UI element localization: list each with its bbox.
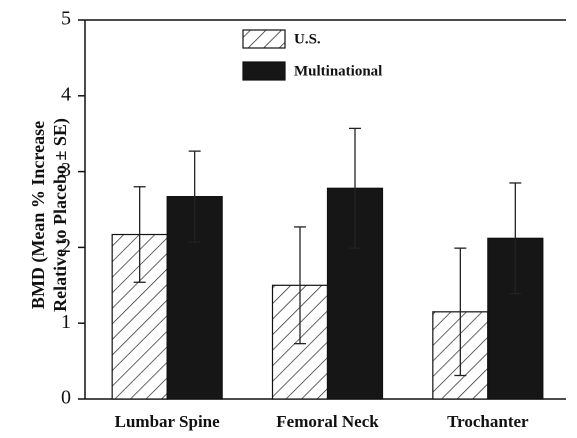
y-tick-label: 1 — [61, 311, 71, 333]
legend-swatch — [242, 61, 286, 81]
legend-label: U.S. — [294, 31, 321, 47]
y-tick-label: 3 — [61, 159, 71, 181]
y-axis-label: Relative to Placebo ± SE) — [50, 118, 71, 312]
y-tick-label: 4 — [61, 83, 71, 105]
legend-label: Multinational — [294, 63, 382, 79]
legend-swatch — [242, 29, 286, 49]
y-tick-label: 5 — [61, 8, 71, 30]
x-tick-label: Lumbar Spine — [115, 412, 220, 431]
y-tick-label: 2 — [61, 235, 71, 257]
y-axis-label: BMD (Mean % Increase — [28, 121, 49, 309]
x-tick-label: Femoral Neck — [276, 412, 379, 431]
y-tick-label: 0 — [61, 387, 71, 409]
x-tick-label: Trochanter — [447, 412, 529, 431]
